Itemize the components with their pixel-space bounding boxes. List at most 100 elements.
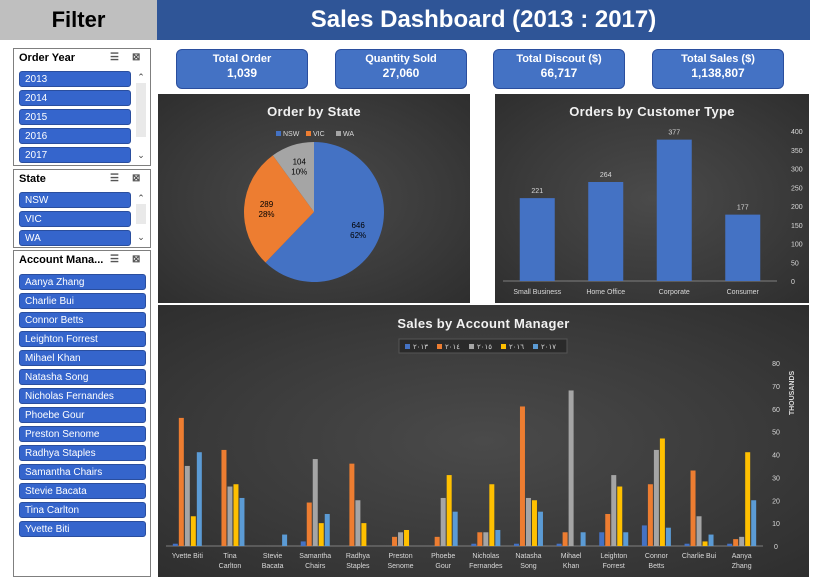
scroll-up-icon[interactable]: ⌃ xyxy=(137,72,145,82)
slicer-item-manager[interactable]: Mihael Khan xyxy=(19,350,146,366)
y-tick-label: 400 xyxy=(791,129,803,136)
bar xyxy=(446,475,452,546)
x-tick-label: Radhya xyxy=(346,553,370,560)
bar xyxy=(312,459,318,546)
bar xyxy=(495,529,501,546)
slicer-item-manager[interactable]: Charlie Bui xyxy=(19,293,146,309)
slicer-item-manager[interactable]: Connor Betts xyxy=(19,312,146,328)
bar xyxy=(580,532,586,546)
bar xyxy=(659,438,665,546)
slicer-item-2014[interactable]: 2014 xyxy=(19,90,131,106)
bar xyxy=(233,484,239,546)
kpi-label: Total Order xyxy=(212,53,272,65)
legend-swatch xyxy=(437,344,442,349)
slicer-item-manager[interactable]: Nicholas Fernandes xyxy=(19,388,146,404)
bar xyxy=(324,513,330,546)
bar xyxy=(489,484,495,546)
bar-value-label: 177 xyxy=(737,205,749,212)
slicer-item-manager[interactable]: Preston Senome xyxy=(19,426,146,442)
bar xyxy=(611,475,617,546)
slicer-item-nsw[interactable]: NSW xyxy=(19,192,131,208)
bar xyxy=(537,511,543,546)
slicer-item-2017[interactable]: 2017 xyxy=(19,147,131,163)
scrollbar[interactable] xyxy=(136,83,146,137)
bar xyxy=(519,198,555,281)
x-tick-label: Fernandes xyxy=(469,563,503,570)
x-tick-label: Samantha xyxy=(299,553,331,560)
x-tick-label: Nicholas xyxy=(472,553,499,560)
state-slicer-title: State xyxy=(19,173,46,185)
order-by-state-panel: Order by State NSW VIC WA 646 62% 289 28% 104 10… xyxy=(158,94,470,303)
sales-by-account-manager-panel: Sales by Account Manager ٢٠١٣ ٢٠١٤ ٢٠١٥ ٢٠١… xyxy=(158,305,809,577)
slicer-item-manager[interactable]: Radhya Staples xyxy=(19,445,146,461)
x-tick-label: Yvette Biti xyxy=(172,553,204,560)
bar xyxy=(696,516,702,546)
chart-title: Order by State xyxy=(267,104,361,119)
slicer-item-manager[interactable]: Yvette Biti xyxy=(19,521,146,537)
x-tick-label: Natasha xyxy=(515,553,541,560)
bar xyxy=(556,543,562,546)
y-tick-label: 30 xyxy=(772,475,780,482)
bar xyxy=(471,543,477,546)
bar xyxy=(745,452,751,546)
x-tick-label: Home Office xyxy=(586,289,625,296)
y-axis-label: THOUSANDS xyxy=(789,371,796,416)
scrollbar[interactable] xyxy=(136,204,146,224)
y-tick-label: 80 xyxy=(772,361,780,368)
legend-swatch xyxy=(405,344,410,349)
slicer-item-2015[interactable]: 2015 xyxy=(19,109,131,125)
bar xyxy=(227,486,233,546)
bar xyxy=(221,449,227,546)
legend-label: ٢٠١٥ xyxy=(477,344,492,351)
bar xyxy=(702,541,708,546)
bar xyxy=(349,463,355,546)
slicer-item-wa[interactable]: WA xyxy=(19,230,131,246)
scroll-down-icon[interactable]: ⌄ xyxy=(137,232,145,242)
bar xyxy=(725,214,761,281)
scroll-up-icon[interactable]: ⌃ xyxy=(137,193,145,203)
kpi-total-sales: Total Sales ($) 1,138,807 xyxy=(652,49,784,89)
pie-percent-label: 28% xyxy=(259,210,275,219)
legend-swatch xyxy=(336,131,341,136)
bar xyxy=(300,541,306,546)
multi-select-icon[interactable]: ☰ xyxy=(110,52,119,63)
slicer-header: Account Mana... ☰ ⊠ xyxy=(14,251,150,269)
x-tick-label: Khan xyxy=(563,563,579,570)
bar-value-label: 377 xyxy=(668,130,680,137)
slicer-item-2013[interactable]: 2013 xyxy=(19,71,131,87)
multi-select-icon[interactable]: ☰ xyxy=(110,173,119,184)
x-tick-label: Corporate xyxy=(659,289,690,296)
pie-percent-label: 62% xyxy=(350,231,366,240)
bar xyxy=(641,525,647,546)
slicer-item-manager[interactable]: Leighton Forrest xyxy=(19,331,146,347)
chart-title: Orders by Customer Type xyxy=(569,104,735,119)
slicer-item-manager[interactable]: Tina Carlton xyxy=(19,502,146,518)
slicer-item-2016[interactable]: 2016 xyxy=(19,128,131,144)
x-tick-label: Preston xyxy=(388,553,412,560)
slicer-item-manager[interactable]: Samantha Chairs xyxy=(19,464,146,480)
kpi-value: 1,138,807 xyxy=(691,66,745,80)
bar xyxy=(684,543,690,546)
multi-select-icon[interactable]: ☰ xyxy=(110,254,119,265)
legend-label: ٢٠١٣ xyxy=(413,344,428,351)
slicer-item-manager[interactable]: Natasha Song xyxy=(19,369,146,385)
x-tick-label: Zhang xyxy=(732,563,752,570)
slicer-item-manager[interactable]: Aanya Zhang xyxy=(19,274,146,290)
x-tick-label: Stevie xyxy=(263,553,283,560)
y-tick-label: 50 xyxy=(772,430,780,437)
x-tick-label: Forrest xyxy=(603,563,625,570)
bar xyxy=(733,539,739,546)
clear-filter-icon[interactable]: ⊠ xyxy=(132,254,141,265)
clear-filter-icon[interactable]: ⊠ xyxy=(132,52,141,63)
bar xyxy=(398,532,404,546)
legend-swatch xyxy=(469,344,474,349)
bar xyxy=(568,390,574,546)
bar xyxy=(178,417,184,546)
clear-filter-icon[interactable]: ⊠ xyxy=(132,173,141,184)
bar xyxy=(656,139,692,281)
slicer-item-manager[interactable]: Stevie Bacata xyxy=(19,483,146,499)
bar xyxy=(519,406,525,546)
slicer-item-vic[interactable]: VIC xyxy=(19,211,131,227)
slicer-item-manager[interactable]: Phoebe Gour xyxy=(19,407,146,423)
scroll-down-icon[interactable]: ⌄ xyxy=(137,150,145,160)
